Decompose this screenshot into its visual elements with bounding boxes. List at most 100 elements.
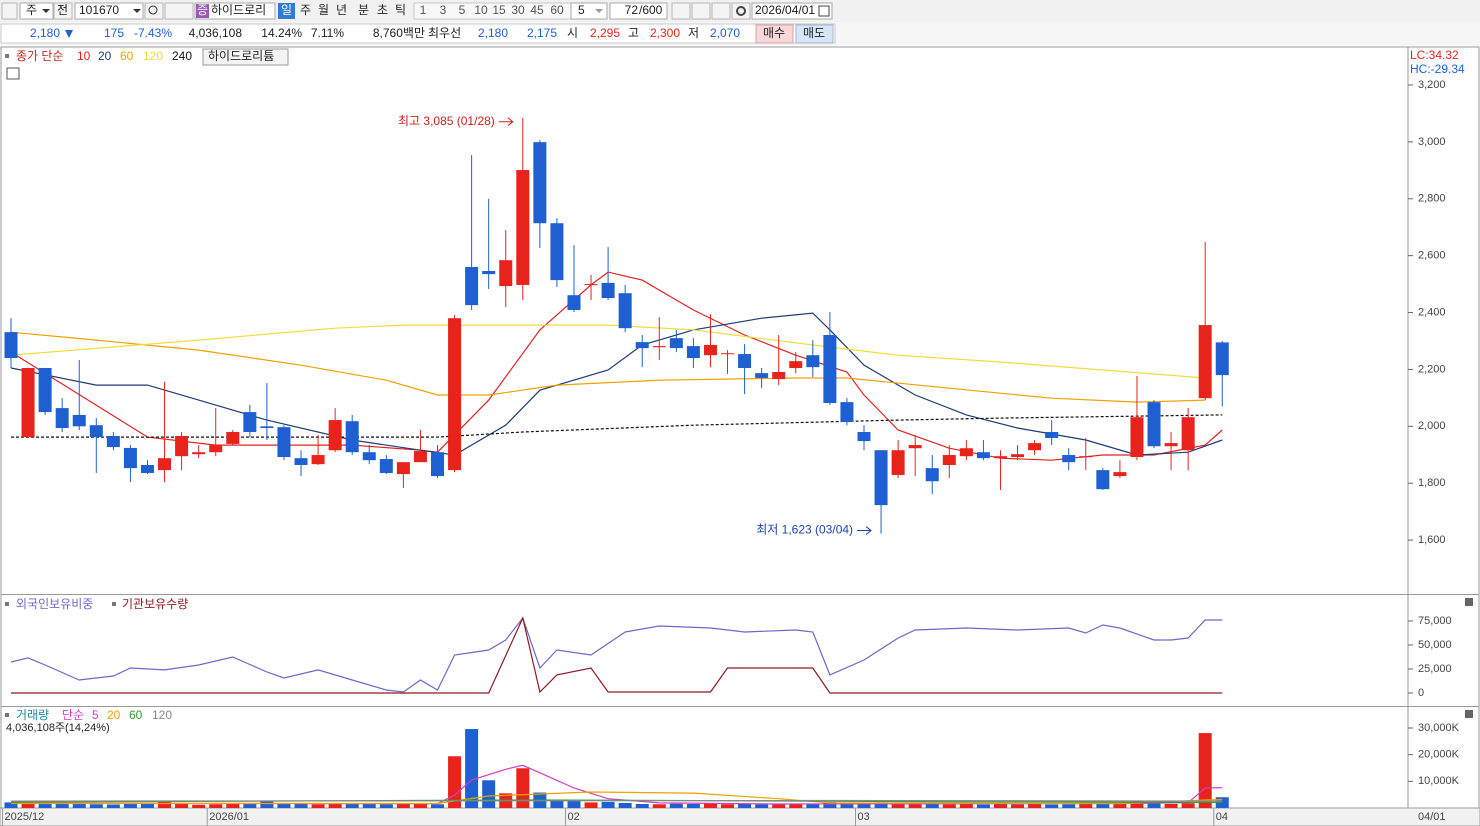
market-select[interactable] (19, 2, 54, 20)
change-rate: -7.43% (134, 26, 172, 40)
interval[interactable]: 15 (492, 3, 506, 17)
y-tick-label: 1,800 (1418, 477, 1446, 489)
legend-entry[interactable]: 120 (143, 49, 163, 63)
candle-body (192, 452, 206, 455)
pane-button[interactable] (1465, 598, 1473, 606)
volume-bar (618, 802, 632, 808)
series-line (10, 616, 1223, 693)
period[interactable]: 월 (318, 3, 329, 17)
legend-entry[interactable]: 5 (92, 708, 99, 722)
search-button[interactable] (144, 2, 164, 20)
buy-button[interactable] (755, 24, 794, 44)
period[interactable]: 일 (281, 3, 292, 17)
grid-icon[interactable] (6, 67, 20, 80)
volume-bar (857, 803, 871, 808)
stock-button[interactable] (202, 48, 289, 66)
series-line (10, 271, 1223, 461)
search-icon (148, 5, 158, 15)
interval[interactable]: 3 (440, 3, 447, 17)
period[interactable]: 틱 (395, 3, 406, 17)
legend-entry[interactable]: 60 (120, 49, 134, 63)
legend-entry[interactable]: 120 (152, 708, 172, 722)
stock-label[interactable]: 하이드로리튬 (208, 49, 274, 63)
legend-entry[interactable]: 기관보유수량 (122, 597, 188, 611)
volume-bar (140, 804, 154, 808)
legend-entry[interactable]: 외국인보유비중 (16, 597, 93, 611)
candle-body (925, 468, 939, 482)
pane-button[interactable] (1465, 710, 1473, 718)
interval[interactable]: 60 (550, 3, 564, 17)
sell-button[interactable] (795, 24, 834, 44)
series-line (11, 414, 1223, 438)
count-field[interactable] (609, 2, 668, 20)
code-input[interactable] (74, 2, 144, 20)
period[interactable]: 주 (300, 3, 311, 17)
candle-body (755, 373, 769, 378)
y-tick-label: 3,200 (1418, 79, 1446, 91)
volume-bar (431, 804, 444, 808)
y-tick-label: 50,000 (1418, 639, 1452, 651)
period[interactable]: 년 (336, 3, 347, 17)
candle-body (294, 458, 308, 465)
candle-body (823, 335, 837, 403)
legend-entry[interactable]: 20 (98, 49, 112, 63)
volume-bar (328, 803, 342, 808)
amount: 8,760백만 (373, 26, 425, 40)
candle-body (840, 402, 854, 423)
candle-body (55, 408, 69, 429)
legend-entry[interactable]: 240 (172, 49, 192, 63)
period[interactable]: 분 (358, 3, 369, 17)
legend-entry[interactable]: 60 (129, 708, 143, 722)
volume-bar (209, 804, 223, 808)
sound-button[interactable] (164, 2, 194, 20)
volume-bar (106, 804, 120, 808)
open-label: 시 (567, 26, 578, 40)
volume-bar (448, 756, 462, 808)
settings-button[interactable] (731, 2, 751, 20)
high: 2,300 (650, 26, 680, 40)
candle-body (993, 456, 1007, 459)
period[interactable]: 초 (377, 3, 388, 17)
date-field[interactable] (751, 2, 833, 20)
candle-body (140, 464, 154, 473)
high-label: 고 (628, 26, 639, 40)
tool-button[interactable] (691, 2, 711, 20)
layout-button[interactable] (1, 2, 18, 20)
interval[interactable]: 5 (459, 3, 466, 17)
interval[interactable]: 10 (474, 3, 488, 17)
tool-button[interactable] (671, 2, 691, 20)
volume-bar (1147, 802, 1161, 808)
period-selected[interactable] (278, 3, 295, 19)
mode-button[interactable] (53, 2, 73, 20)
interval-select[interactable] (570, 2, 608, 20)
candle-body (277, 427, 291, 458)
candle-body (1164, 443, 1178, 447)
legend-bullet (5, 602, 9, 606)
candle-body (1147, 402, 1161, 447)
candle-body (789, 361, 803, 369)
legend-entry[interactable]: 10 (77, 49, 91, 63)
candle-body (396, 462, 410, 475)
candle-body (1028, 443, 1042, 451)
interval[interactable]: 1 (420, 3, 427, 17)
y-tick-label: 3,000 (1418, 136, 1446, 148)
legend-entry[interactable]: 20 (107, 708, 121, 722)
name-field[interactable] (194, 2, 276, 20)
series-line (11, 616, 1223, 694)
volume-bar (226, 804, 240, 808)
y-tick-label: 1,600 (1418, 534, 1446, 546)
sell[interactable]: 매도 (803, 26, 825, 40)
candle-body (942, 455, 956, 465)
series-line (10, 331, 1206, 403)
save-button[interactable] (711, 2, 731, 20)
buy[interactable]: 매수 (763, 26, 785, 40)
interval[interactable]: 30 (511, 3, 525, 17)
candle-body (158, 458, 172, 471)
y-tick-label: 10,000K (1418, 775, 1460, 787)
lc-label: LC:34.32 (1410, 48, 1459, 62)
volume-bar (1096, 803, 1110, 808)
volume-bar (772, 804, 786, 808)
interval[interactable]: 45 (530, 3, 544, 17)
volume-bar (260, 801, 274, 808)
x-tick-label: 2025/12 (5, 811, 45, 823)
